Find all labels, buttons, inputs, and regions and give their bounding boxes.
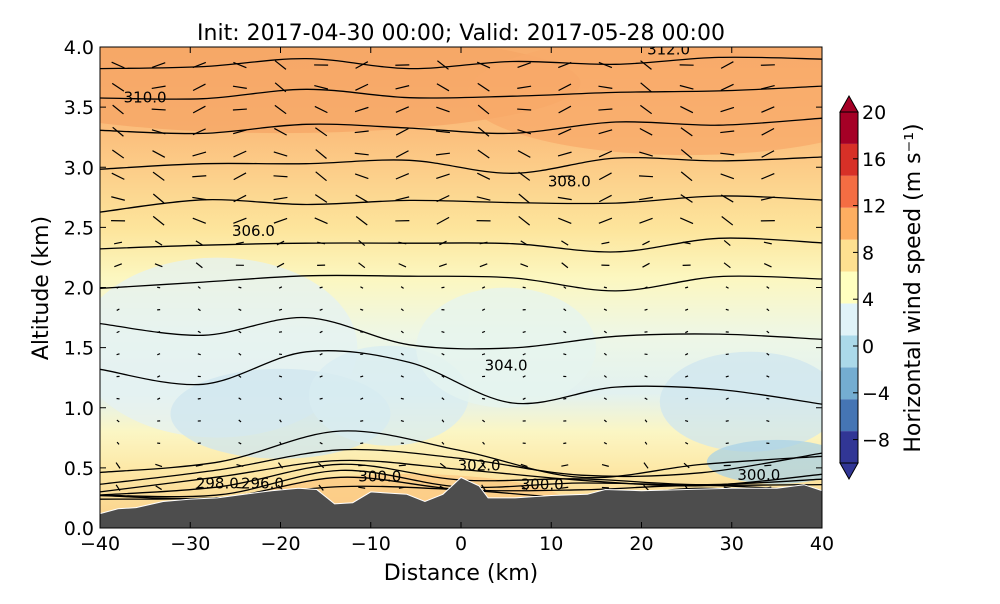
y-tick-label: 3.5 — [64, 97, 94, 119]
wind-vector — [523, 332, 526, 333]
contour-label: 298.0 — [196, 475, 239, 493]
wind-vector — [152, 109, 166, 110]
colorbar-tick-label: 20 — [862, 102, 886, 124]
contour-label: 310.0 — [124, 89, 167, 107]
wind-vector — [401, 398, 404, 399]
contour-label: 300.0 — [521, 476, 564, 494]
contour-label: 302.0 — [458, 456, 501, 474]
x-tick-label: 20 — [629, 533, 653, 555]
wind-vector — [639, 176, 653, 177]
wind-vector — [320, 398, 323, 399]
y-tick-label: 1.0 — [64, 398, 94, 420]
wind-vector — [726, 421, 729, 422]
wind-vector — [399, 465, 406, 466]
contour-label: 306.0 — [232, 222, 275, 240]
y-axis-label: Altitude (km) — [29, 216, 54, 360]
colorbar-band — [840, 112, 858, 144]
colorbar-band — [840, 240, 858, 272]
contour-label: 308.0 — [548, 173, 591, 191]
x-tick-label: 0 — [455, 533, 467, 555]
colorbar-band — [840, 367, 858, 399]
colorbar-tick-label: 16 — [862, 149, 886, 171]
wind-vector — [238, 287, 241, 288]
y-tick-label: 0.0 — [64, 518, 94, 540]
wind-vector — [320, 421, 323, 422]
wind-vector — [685, 287, 688, 288]
wind-vector — [482, 354, 485, 355]
wind-vector — [766, 398, 769, 399]
colorbar-tick-label: 12 — [862, 196, 886, 218]
chart-title: Init: 2017-04-30 00:00; Valid: 2017-05-2… — [197, 21, 725, 46]
colorbar-band — [840, 431, 858, 463]
colorbar-band — [840, 303, 858, 335]
colorbar: 20 16 12 8 4 0 −4 −8 — [840, 96, 890, 479]
colorbar-band — [840, 176, 858, 208]
contour-label: 296.0 — [241, 475, 284, 493]
colorbar-max-extend — [840, 96, 858, 112]
contour-label: 304.0 — [485, 357, 528, 375]
colorbar-tick-label: 4 — [862, 289, 874, 311]
wind-vector — [604, 287, 607, 288]
colorbar-band — [840, 272, 858, 304]
colorbar-tick-label: 0 — [862, 336, 874, 358]
y-tick-label: 4.0 — [64, 37, 94, 59]
wind-vector — [685, 398, 688, 399]
colorbar-label: Horizontal wind speed (m s⁻¹) — [901, 123, 926, 452]
y-tick-label: 1.5 — [64, 338, 94, 360]
x-tick-label: −10 — [351, 533, 391, 555]
x-tick-label: 30 — [720, 533, 744, 555]
colorbar-band — [840, 399, 858, 431]
wind-vector — [360, 421, 363, 422]
wind-vector — [117, 354, 120, 355]
y-tick-label: 0.5 — [64, 458, 94, 480]
wind-vector — [563, 354, 566, 355]
colorbar-tick-label: −4 — [862, 383, 890, 405]
wind-anomaly-patch — [660, 352, 840, 452]
wind-vector — [198, 354, 201, 355]
x-tick-label: −30 — [170, 533, 210, 555]
y-tick-label: 2.0 — [64, 278, 94, 300]
colorbar-band — [840, 335, 858, 367]
colorbar-band — [840, 144, 858, 176]
y-tick-label: 3.0 — [64, 157, 94, 179]
contour-label: 300.0 — [358, 467, 401, 485]
wind-vector — [320, 287, 323, 288]
colorbar-tick-label: 8 — [862, 242, 874, 264]
x-tick-label: 40 — [810, 533, 834, 555]
wind-vector — [442, 332, 445, 333]
colorbar-band — [840, 208, 858, 240]
y-tick-label: 2.5 — [64, 217, 94, 239]
colorbar-min-extend — [840, 463, 858, 479]
wind-vector — [685, 421, 688, 422]
x-axis-label: Distance (km) — [384, 561, 539, 586]
x-tick-label: 10 — [539, 533, 563, 555]
contour-label: 300.0 — [737, 466, 780, 484]
x-tick-label: −20 — [260, 533, 300, 555]
colorbar-tick-label: −8 — [862, 430, 890, 452]
